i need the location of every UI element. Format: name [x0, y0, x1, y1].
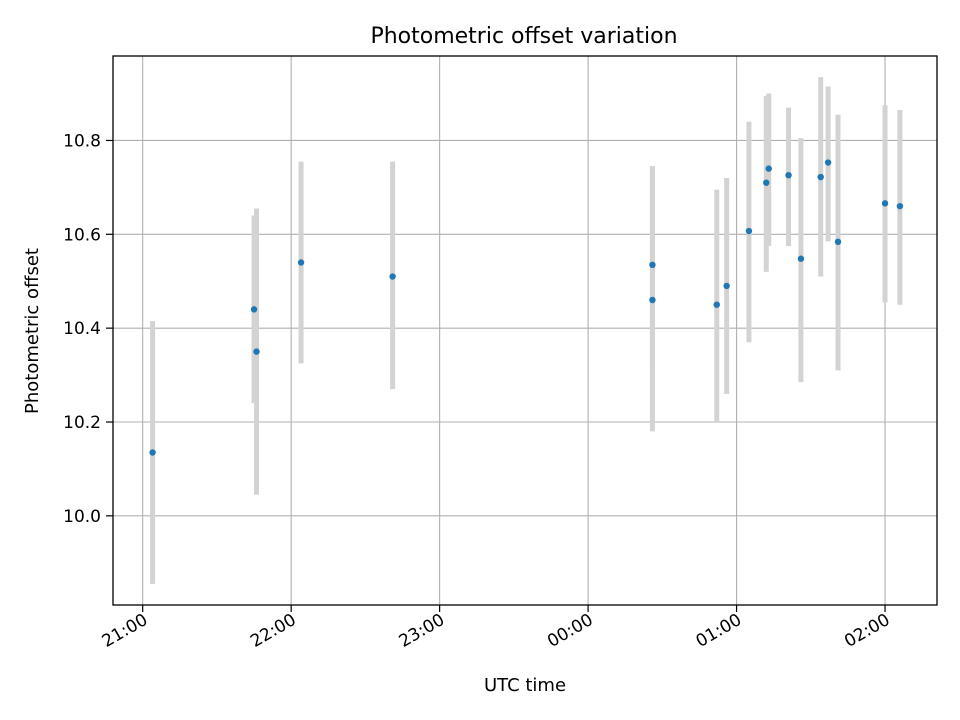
data-point — [297, 259, 305, 266]
grid — [113, 56, 937, 605]
x-tick-label: 01:00 — [693, 610, 745, 652]
y-tick-label: 10.2 — [63, 413, 101, 433]
x-tick-label: 00:00 — [544, 610, 596, 652]
data-point — [649, 296, 656, 304]
error-bars — [150, 77, 903, 584]
x-axis-label: UTC time — [484, 675, 566, 696]
data-point — [765, 165, 772, 172]
y-axis-label: Photometric offset — [22, 248, 43, 414]
data-point — [723, 282, 730, 290]
y-tick-label: 10.6 — [63, 225, 101, 245]
x-axis-ticks: 21:00 22:00 23:00 00:00 01:00 02:00 — [99, 605, 894, 652]
x-tick-label: 21:00 — [99, 610, 151, 652]
data-point — [389, 273, 396, 280]
data-point — [149, 449, 156, 456]
y-tick-label: 10.4 — [63, 319, 101, 339]
y-axis-ticks: 10.0 10.2 10.4 10.6 10.8 — [63, 131, 113, 527]
data-point — [896, 202, 904, 210]
x-tick-label: 02:00 — [841, 610, 893, 652]
plot-frame — [112, 55, 938, 606]
data-point — [797, 255, 805, 262]
y-tick-label: 10.0 — [63, 507, 101, 527]
data-point — [713, 301, 720, 308]
data-point — [785, 171, 792, 179]
chart-title: Photometric offset variation — [370, 24, 677, 49]
data-point — [253, 348, 260, 355]
data-point — [745, 227, 753, 235]
data-point — [834, 238, 842, 246]
x-tick-label: 23:00 — [396, 610, 448, 652]
data-points — [149, 159, 904, 456]
data-point — [824, 159, 832, 166]
y-tick-label: 10.8 — [63, 131, 101, 151]
data-point — [881, 200, 889, 207]
data-point — [250, 306, 258, 313]
data-point — [649, 261, 656, 269]
data-point — [763, 179, 770, 186]
data-point — [817, 173, 824, 181]
x-tick-label: 22:00 — [247, 610, 299, 652]
